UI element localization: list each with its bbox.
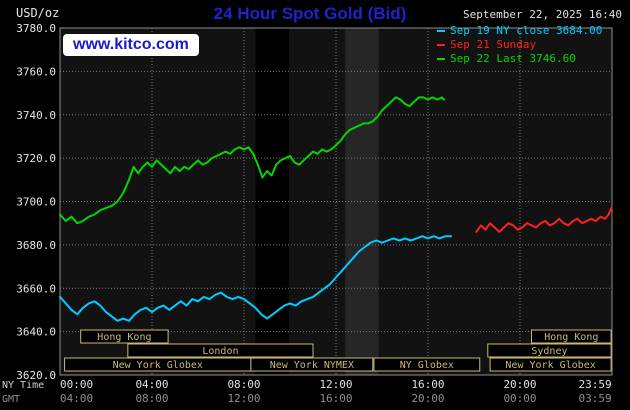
session-label: New York Globex	[113, 360, 203, 371]
session-box	[487, 343, 612, 358]
gmt-tick-label: 04:00	[60, 392, 93, 405]
legend-swatch-sep19	[437, 30, 445, 32]
series-line-sep19	[59, 235, 452, 322]
legend-label-sep22: Sep 22 Last 3746.60	[450, 52, 576, 65]
session-box	[250, 357, 374, 372]
session-box	[531, 329, 612, 344]
legend-item-sep19: Sep 19 NY close 3684.00	[437, 24, 602, 38]
chart-title: 24 Hour Spot Gold (Bid)	[213, 4, 407, 23]
gmt-tick-label: 03:59	[578, 392, 611, 405]
legend-item-sep21: Sep 21 Sunday	[437, 38, 602, 52]
series-line-sep21	[475, 207, 613, 233]
y-tick-label: 3720.0	[16, 152, 56, 165]
legend-item-sep22: Sep 22 Last 3746.60	[437, 52, 602, 66]
ny-time-axis-label: NY Time	[2, 380, 44, 391]
gmt-tick-label: 00:00	[503, 392, 536, 405]
legend-swatch-sep21	[437, 44, 445, 46]
chart-datetime: September 22, 2025 16:40	[463, 8, 622, 21]
y-tick-label: 3640.0	[16, 326, 56, 339]
y-tick-label: 3700.0	[16, 196, 56, 209]
ny-tick-label: 08:00	[227, 378, 260, 391]
gmt-tick-label: 12:00	[227, 392, 260, 405]
gmt-axis-label: GMT	[2, 394, 20, 405]
y-tick-label: 3660.0	[16, 282, 56, 295]
session-label: Hong Kong	[544, 332, 598, 343]
y-axis-units: USD/oz	[16, 6, 60, 20]
session-label: New York NYMEX	[270, 360, 354, 371]
legend-swatch-sep22	[437, 58, 445, 60]
gmt-tick-label: 16:00	[319, 392, 352, 405]
legend-label-sep19: Sep 19 NY close 3684.00	[450, 24, 603, 37]
ny-tick-label: 16:00	[411, 378, 444, 391]
session-box	[373, 357, 481, 372]
session-box	[80, 329, 169, 344]
gmt-tick-label: 08:00	[135, 392, 168, 405]
session-label: NY Globex	[400, 360, 454, 371]
session-shading-band-1	[345, 28, 379, 375]
y-tick-label: 3620.0	[16, 369, 56, 382]
session-shading-band-0	[255, 28, 289, 375]
session-box	[489, 357, 612, 372]
ny-tick-label: 23:59	[578, 378, 611, 391]
series-line-sep22	[59, 96, 446, 225]
ny-tick-label: 12:00	[319, 378, 352, 391]
ny-tick-label: 04:00	[135, 378, 168, 391]
y-tick-label: 3780.0	[16, 22, 56, 35]
plot-border	[59, 27, 613, 376]
kitco-watermark-link[interactable]: www.kitco.com	[63, 34, 199, 56]
session-label: London	[202, 346, 238, 357]
ny-tick-label: 20:00	[503, 378, 536, 391]
legend-label-sep21: Sep 21 Sunday	[450, 38, 537, 51]
ny-tick-label: 00:00	[60, 378, 93, 391]
legend: Sep 19 NY close 3684.00 Sep 21 Sunday Sep …	[437, 24, 602, 66]
session-label: Hong Kong	[97, 332, 151, 343]
session-label: New York Globex	[505, 360, 595, 371]
y-tick-label: 3760.0	[16, 65, 56, 78]
y-tick-label: 3740.0	[16, 109, 56, 122]
y-tick-label: 3680.0	[16, 239, 56, 252]
session-label: Sydney	[531, 346, 567, 357]
gmt-tick-label: 20:00	[411, 392, 444, 405]
session-box	[127, 343, 314, 358]
